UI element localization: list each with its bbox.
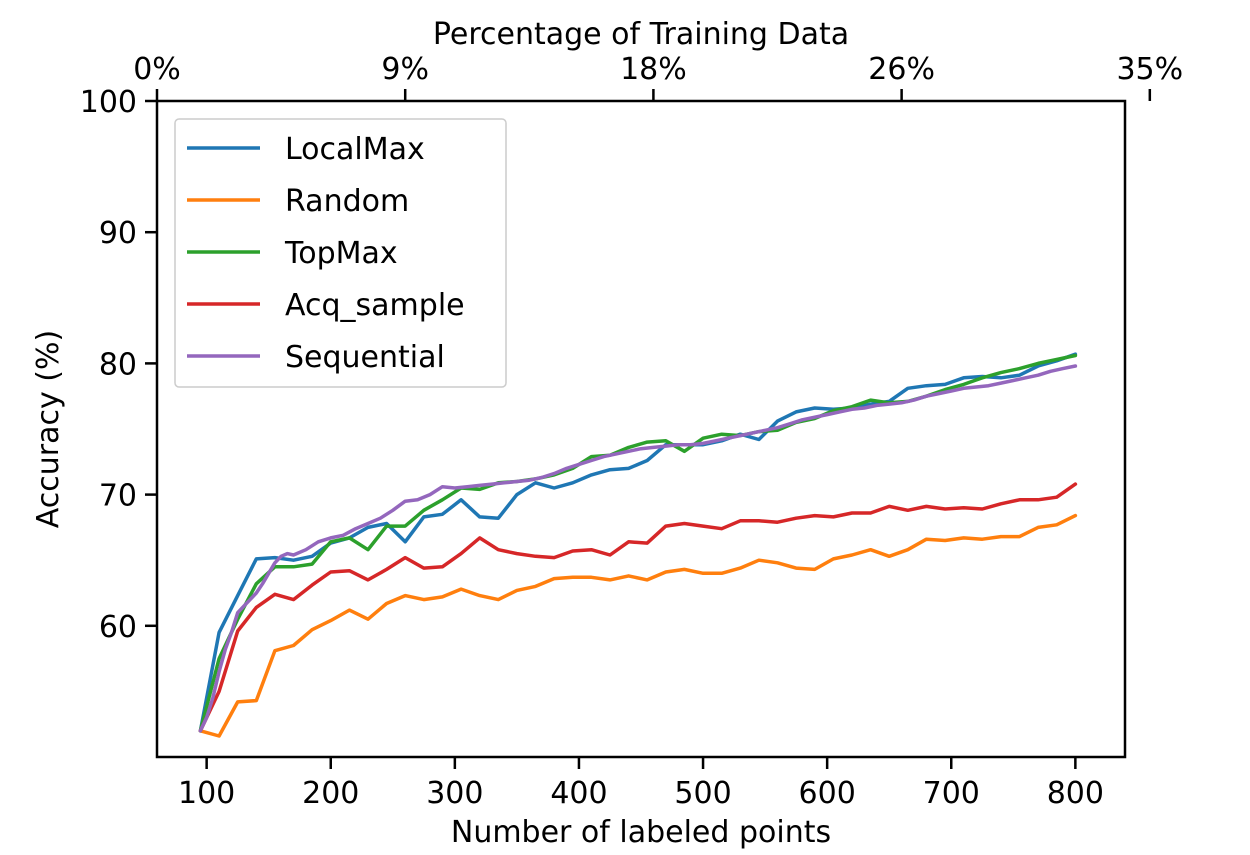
x-tick-label: 300 (426, 776, 483, 811)
y-axis-title: Accuracy (%) (31, 330, 66, 528)
y-tick-label: 70 (99, 479, 137, 514)
y-tick-label: 80 (99, 347, 137, 382)
legend-label-localmax: LocalMax (285, 132, 425, 167)
legend-label-random: Random (285, 184, 409, 219)
x-tick-label: 500 (674, 776, 731, 811)
x-axis-title: Number of labeled points (451, 815, 831, 850)
x-tick-label: 400 (550, 776, 607, 811)
top-tick-label: 0% (133, 52, 181, 87)
plot-lines (198, 352, 1078, 738)
legend-box (174, 118, 507, 388)
series-line-sequential (198, 364, 1078, 733)
legend-label-acq-sample: Acq_sample (285, 288, 465, 323)
series-line-random (198, 513, 1078, 738)
x-tick-label: 600 (799, 776, 856, 811)
y-axis: 60 70 80 90 100 (80, 85, 157, 645)
top-tick-label: 18% (620, 52, 687, 87)
top-x-axis: 0% 9% 18% 26% 35% (133, 52, 1183, 101)
legend-label-sequential: Sequential (285, 340, 445, 375)
plot-frame (155, 99, 1127, 759)
top-tick-label: 26% (868, 52, 935, 87)
bottom-x-axis: 100 200 300 400 500 600 700 800 (178, 757, 1104, 811)
top-x-axis-title: Percentage of Training Data (433, 17, 849, 52)
legend: LocalMax Random TopMax Acq_sample Sequential (174, 118, 507, 388)
x-tick-label: 800 (1047, 776, 1104, 811)
top-tick-label: 35% (1116, 52, 1183, 87)
y-tick-label: 90 (99, 216, 137, 251)
x-tick-label: 200 (302, 776, 359, 811)
legend-label-topmax: TopMax (284, 236, 398, 271)
x-tick-label: 700 (923, 776, 980, 811)
y-tick-label: 100 (80, 85, 137, 120)
x-tick-label: 100 (178, 776, 235, 811)
top-tick-label: 9% (381, 52, 429, 87)
y-tick-label: 60 (99, 610, 137, 645)
series-line-acq-sample (198, 482, 1078, 733)
